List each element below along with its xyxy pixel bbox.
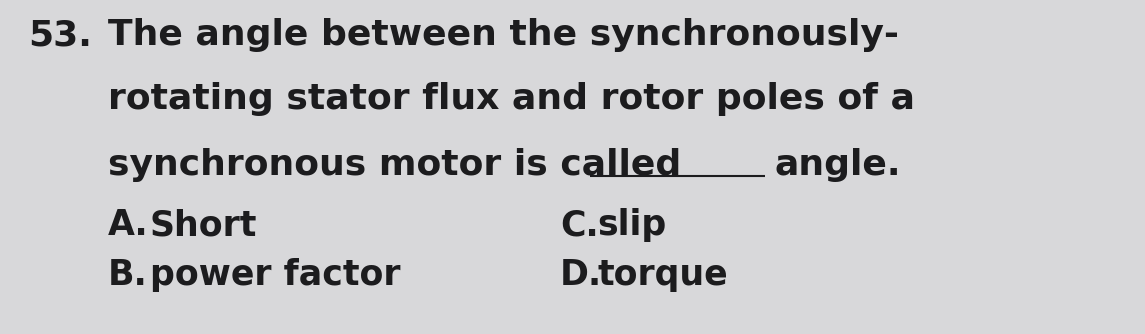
Text: B.: B. bbox=[108, 258, 148, 292]
Text: angle.: angle. bbox=[775, 148, 901, 182]
Text: D.: D. bbox=[560, 258, 602, 292]
Text: synchronous motor is called: synchronous motor is called bbox=[108, 148, 681, 182]
Text: C.: C. bbox=[560, 208, 599, 242]
Text: The angle between the synchronously-: The angle between the synchronously- bbox=[108, 18, 899, 52]
Text: Short: Short bbox=[150, 208, 258, 242]
Text: rotating stator flux and rotor poles of a: rotating stator flux and rotor poles of … bbox=[108, 82, 915, 116]
Text: 53.: 53. bbox=[27, 18, 92, 52]
Text: A.: A. bbox=[108, 208, 149, 242]
Text: power factor: power factor bbox=[150, 258, 401, 292]
Text: slip: slip bbox=[597, 208, 666, 242]
Text: torque: torque bbox=[597, 258, 727, 292]
